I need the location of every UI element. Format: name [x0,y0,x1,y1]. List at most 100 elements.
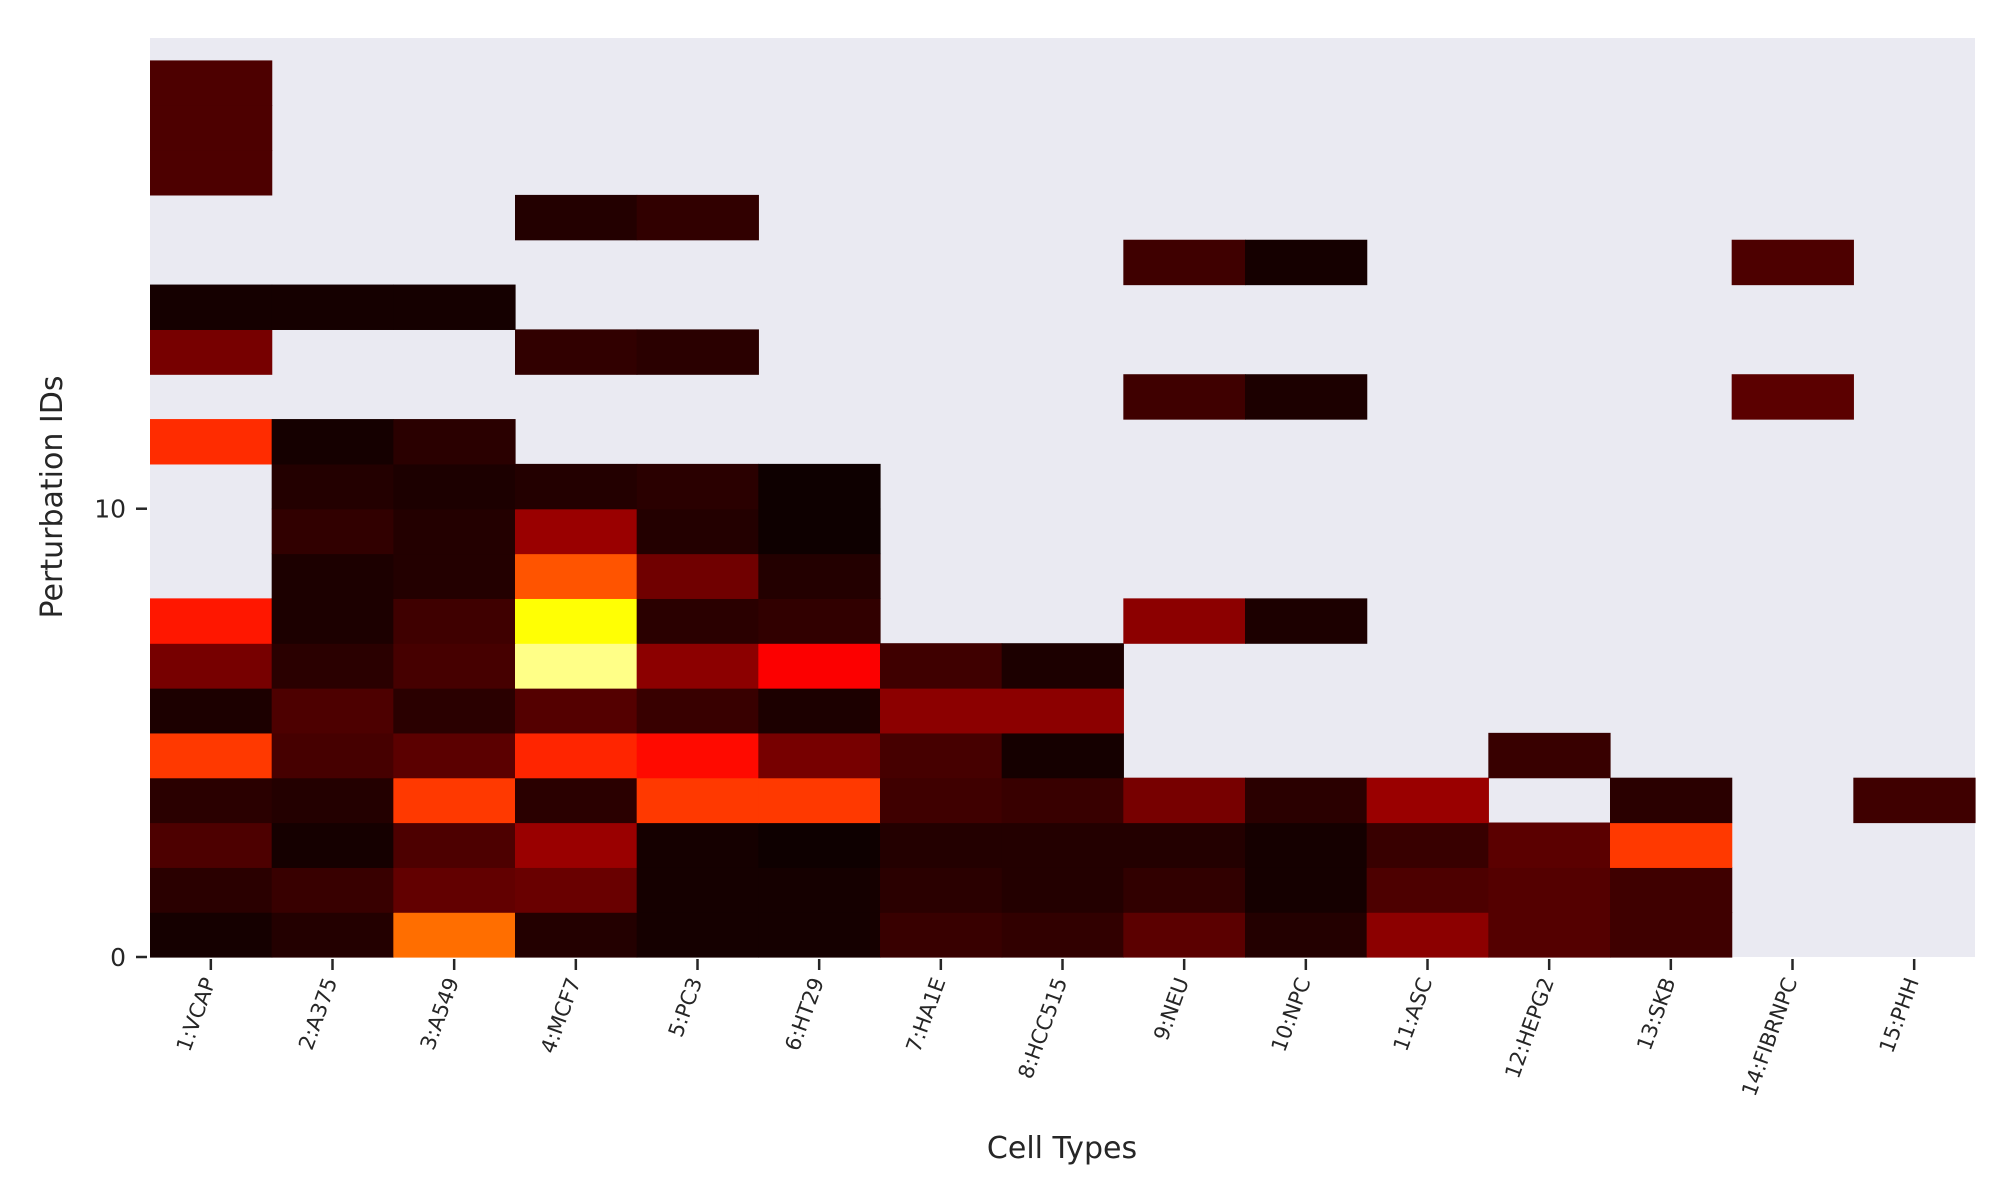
heatmap-cell [271,822,394,868]
heatmap-cell [1123,777,1246,824]
heatmap-cell [1488,912,1611,958]
heatmap-cell [1245,598,1368,644]
heatmap-cell [515,463,638,510]
heatmap-cell [636,598,759,644]
heatmap-cell [758,688,881,734]
heatmap-cell [758,732,881,779]
heatmap-cell [1001,777,1124,824]
y-tick-label: 0 [110,943,126,972]
heatmap-cell [150,284,273,330]
heatmap-cell [271,688,394,734]
heatmap-cell [271,284,394,330]
heatmap-cell [1001,912,1124,958]
heatmap-cell [1366,912,1489,958]
heatmap-cell [758,777,881,824]
x-tick-label: 15:PHH [1875,975,1924,1057]
x-axis-title: Cell Types [987,1131,1137,1166]
heatmap-cell [150,912,273,958]
heatmap-cell [515,598,638,644]
heatmap-cell [515,688,638,734]
heatmap-cell [150,643,273,689]
heatmap-cell [150,150,273,196]
x-tick-label: 7:HA1E [902,975,951,1056]
heatmap-cell [880,912,1003,958]
heatmap-cell [393,463,516,510]
heatmap-cell [1245,822,1368,868]
heatmap-cell [1245,374,1368,420]
heatmap-cell [393,284,516,330]
heatmap-cell [271,419,394,465]
heatmap-cell [636,867,759,913]
heatmap-cell [1245,867,1368,913]
heatmap-cells [150,60,1976,958]
heatmap-cell [393,508,516,555]
heatmap-cell [1245,912,1368,958]
heatmap-cell [1610,912,1733,958]
y-axis-title: Perturbation IDs [35,376,70,619]
heatmap-cell [515,508,638,555]
heatmap-cell [271,598,394,644]
heatmap-cell [515,732,638,779]
heatmap-cell [393,598,516,644]
heatmap-cell [1123,598,1246,644]
heatmap-cell [271,553,394,599]
heatmap-cell [393,643,516,689]
heatmap-cell [150,60,273,106]
y-axis-ticks: 0 10 [94,495,147,972]
heatmap-cell [1001,732,1124,779]
heatmap-cell [1245,777,1368,824]
heatmap-cell [1610,777,1733,824]
heatmap-cell [393,419,516,465]
heatmap-cell [271,508,394,555]
heatmap-cell [1366,867,1489,913]
heatmap-cell [1366,777,1489,824]
x-tick-label: 6:HT29 [780,975,828,1054]
heatmap-cell [150,822,273,868]
heatmap-cell [636,732,759,779]
heatmap-cell [1001,822,1124,868]
x-tick-label: 5:PC3 [664,975,707,1041]
heatmap-cell [515,553,638,599]
heatmap-cell [636,553,759,599]
heatmap-cell [1610,867,1733,913]
heatmap-cell [515,777,638,824]
x-tick-label: 11:ASC [1389,975,1438,1055]
heatmap-cell [1245,239,1368,286]
x-tick-label: 1:VCAP [172,975,221,1055]
heatmap-cell [1610,822,1733,868]
x-tick-label: 9:NEU [1149,975,1194,1044]
heatmap-cell [271,777,394,824]
heatmap-cell [636,822,759,868]
heatmap-cell [1001,688,1124,734]
heatmap-cell [150,867,273,913]
heatmap-cell [150,732,273,779]
heatmap-cell [758,463,881,510]
x-tick-label: 10:NPC [1267,975,1316,1055]
heatmap-cell [1488,822,1611,868]
heatmap-cell [636,194,759,241]
heatmap-cell [393,732,516,779]
heatmap-cell [393,553,516,599]
heatmap-cell [636,643,759,689]
heatmap-cell [271,867,394,913]
heatmap-cell [1731,239,1854,286]
heatmap-cell [636,912,759,958]
x-tick-label: 13:SKB [1632,975,1680,1054]
heatmap-cell [1001,867,1124,913]
heatmap-cell [758,643,881,689]
heatmap-cell [758,912,881,958]
heatmap-cell [150,419,273,465]
heatmap-cell [1123,867,1246,913]
heatmap-cell [1123,822,1246,868]
heatmap-cell [1488,867,1611,913]
heatmap-cell [393,688,516,734]
x-tick-label: 12:HEPG2 [1500,975,1559,1082]
heatmap-cell [880,867,1003,913]
heatmap-cell [758,508,881,555]
heatmap-cell [150,105,273,151]
x-tick-label: 2:A375 [294,975,342,1054]
heatmap-cell [515,329,638,375]
heatmap-cell [758,822,881,868]
heatmap-cell [880,732,1003,779]
